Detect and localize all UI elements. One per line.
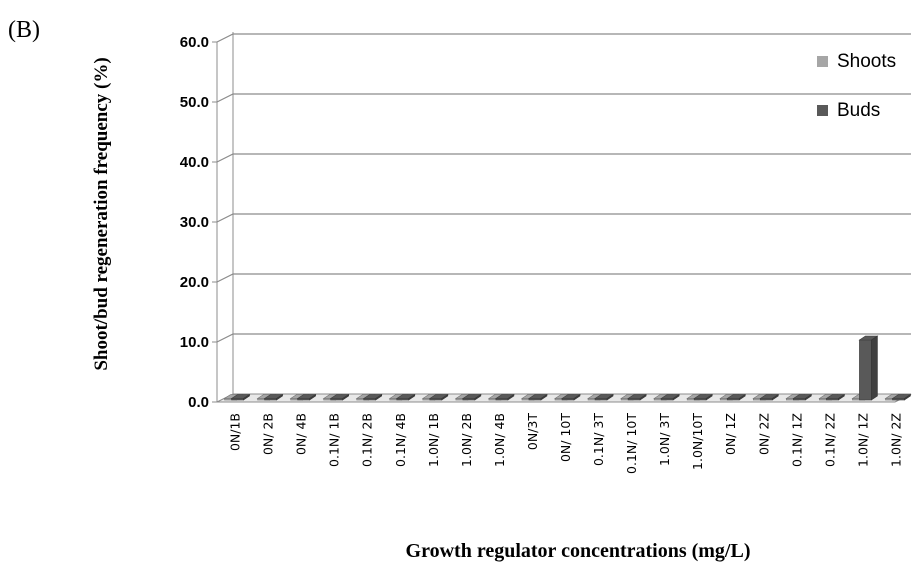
x-tick-label: 0N/ 2Z (756, 413, 771, 455)
bar-buds-20 (891, 393, 912, 401)
y-tick-label: 40.0 (180, 154, 209, 171)
gridline (216, 33, 911, 43)
x-tick-label: 0.1N/ 1Z (789, 413, 804, 467)
x-tick-label: 1.0N/ 3T (657, 413, 672, 466)
bar-buds-3 (329, 393, 350, 401)
bar-buds-16 (759, 393, 780, 401)
x-tick-label: 0.1N/ 3T (591, 413, 606, 466)
x-tick-label: 0N/1B (228, 413, 243, 451)
gridline (216, 213, 911, 223)
bar-buds-10 (561, 393, 581, 401)
x-tick-label: 1.0N/ 1B (426, 413, 441, 467)
x-tick-label: 0.1N/ 10T (624, 413, 639, 474)
x-tick-label: 0N/ 2B (261, 413, 276, 455)
bar-buds-11 (594, 393, 615, 401)
x-axis-ticks: 0N/1B 0N/ 2B 0N/ 4B 0.1N/ 1B 0.1N/ 2B 0.1N/ 4… (228, 413, 904, 474)
y-tick-label: 0.0 (188, 394, 209, 411)
legend: Shoots Buds (817, 51, 896, 121)
legend-label-shoots: Shoots (837, 51, 896, 72)
x-tick-label: 1.0N/ 2B (459, 413, 474, 467)
x-tick-label: 0.1N/ 1B (327, 413, 342, 467)
legend-swatch-buds (817, 105, 828, 116)
x-tick-label: 0.1N/ 4B (393, 413, 408, 467)
bar-buds-14 (693, 393, 714, 401)
gridline (216, 153, 911, 163)
gridline (216, 93, 911, 103)
bar-buds-18 (825, 393, 846, 401)
bar-buds-17 (792, 393, 813, 401)
panel-label: (B) (8, 17, 40, 43)
y-tick-label: 60.0 (180, 34, 209, 51)
bar-buds-5 (395, 393, 416, 401)
y-tick-label: 20.0 (180, 274, 209, 291)
bar-buds-19 (858, 335, 879, 401)
bar-buds-9 (527, 393, 548, 401)
x-axis-label: Growth regulator concentrations (mg/L) (406, 540, 751, 562)
gridline (216, 273, 911, 283)
x-tick-label: 0N/ 1Z (723, 413, 738, 455)
bar-buds-6 (428, 393, 449, 401)
x-tick-label: 1.0N/ 2Z (888, 413, 903, 467)
x-tick-label: 1.0N/10T (690, 413, 705, 470)
bars (223, 335, 912, 401)
bar-buds-2 (296, 393, 317, 401)
y-tick-label: 50.0 (180, 94, 209, 111)
bar-buds-13 (660, 393, 681, 401)
y-axis-ticks: 0.0 10.0 20.0 30.0 40.0 50.0 60.0 (180, 34, 217, 411)
bar-buds-15 (726, 393, 747, 401)
y-tick-label: 30.0 (180, 214, 209, 231)
x-tick-label: 0N/3T (525, 413, 540, 450)
bar-buds-4 (362, 393, 383, 401)
x-tick-label: 1.0N/ 4B (492, 413, 507, 467)
y-tick-label: 10.0 (180, 334, 209, 351)
y-axis-label: Shoot/bud regeneration frequency (%) (91, 57, 112, 370)
x-tick-label: 0.1N/ 2B (360, 413, 375, 467)
x-tick-label: 1.0N/ 1Z (855, 413, 870, 467)
bar-buds-12 (627, 393, 648, 401)
x-tick-label: 0N/ 4B (294, 413, 309, 455)
gridline (216, 333, 911, 343)
chart-walls (216, 32, 912, 403)
legend-label-buds: Buds (837, 100, 880, 121)
bar-buds-7 (461, 393, 482, 401)
x-tick-label: 0N/ 10T (558, 413, 573, 462)
bar-buds-8 (494, 393, 515, 401)
bar-buds-1 (263, 393, 284, 401)
legend-swatch-shoots (817, 56, 828, 67)
bar-buds-0 (230, 393, 251, 401)
x-tick-label: 0.1N/ 2Z (822, 413, 837, 467)
gridlines (216, 33, 911, 343)
